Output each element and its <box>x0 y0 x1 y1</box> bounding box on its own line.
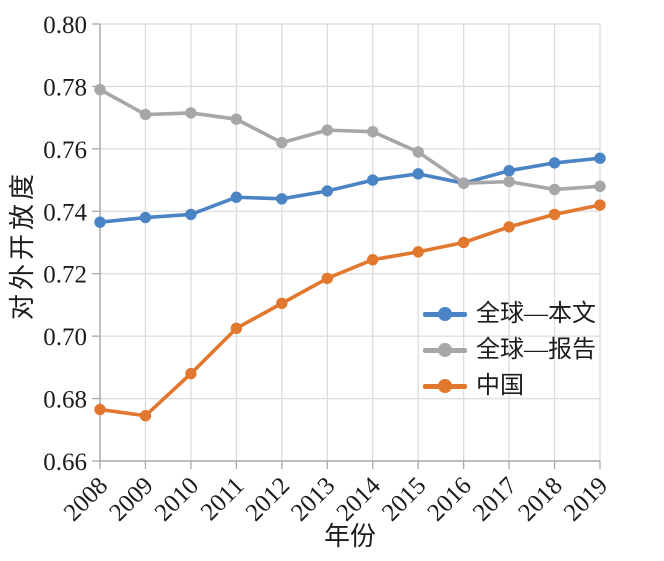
data-point <box>276 193 288 205</box>
data-point <box>321 185 333 197</box>
x-tick-label: 2009 <box>104 472 158 526</box>
data-point <box>548 157 561 169</box>
data-point <box>230 113 243 125</box>
legend-label-global-paper: 全球—本文 <box>476 301 596 327</box>
x-tick-label: 2016 <box>422 472 476 526</box>
x-tick-label: 2019 <box>559 472 613 526</box>
x-tick-label: 2008 <box>59 472 113 526</box>
x-tick-label: 2011 <box>196 472 250 526</box>
data-point <box>412 146 424 158</box>
data-point <box>185 107 197 119</box>
data-point <box>321 124 333 136</box>
data-point <box>367 174 379 186</box>
y-tick-label: 0.78 <box>43 74 87 101</box>
y-tick-label: 0.72 <box>43 262 87 289</box>
data-point <box>139 410 152 422</box>
legend-dot-icon <box>438 307 452 321</box>
series-中国 <box>94 199 606 422</box>
data-point <box>94 403 106 416</box>
y-tick-label: 0.80 <box>43 12 87 39</box>
x-tick-label: 2012 <box>241 472 295 526</box>
legend-item-china: 中国 <box>423 368 596 404</box>
data-point <box>185 208 197 221</box>
data-point <box>412 246 424 258</box>
y-axis-title: 对外开放度 <box>8 170 37 320</box>
x-tick-label: 2013 <box>286 472 340 526</box>
data-point <box>94 83 106 96</box>
data-point <box>367 125 379 138</box>
legend-item-global-report: 全球—报告 <box>423 332 596 368</box>
legend: 全球—本文 全球—报告 中国 <box>423 296 596 404</box>
data-point <box>548 183 561 196</box>
data-point <box>321 272 333 285</box>
series-全球—报告 <box>94 83 606 196</box>
data-point <box>230 322 243 335</box>
data-point <box>276 136 288 149</box>
data-point <box>276 297 288 310</box>
legend-dot-icon <box>438 379 452 393</box>
y-tick-label: 0.70 <box>43 324 87 351</box>
data-point <box>139 108 152 121</box>
data-point <box>139 211 152 224</box>
x-tick-label: 2018 <box>513 472 567 526</box>
series-全球—本文 <box>94 152 606 228</box>
data-point <box>367 253 379 266</box>
data-point <box>412 168 424 180</box>
legend-label-china: 中国 <box>476 373 524 399</box>
data-point <box>230 191 243 203</box>
data-point <box>503 165 515 177</box>
data-point <box>594 199 606 211</box>
data-point <box>594 180 606 193</box>
legend-label-global-report: 全球—报告 <box>476 337 596 363</box>
data-point <box>503 175 515 188</box>
y-tick-label: 0.74 <box>43 199 87 226</box>
x-tick-label: 2014 <box>332 472 387 527</box>
x-tick-label: 2015 <box>377 472 431 526</box>
y-tick-label: 0.66 <box>43 449 87 476</box>
grid-layer <box>99 23 601 462</box>
data-point <box>503 221 515 233</box>
legend-marker-global-paper <box>423 307 467 321</box>
x-axis-title: 年份 <box>324 522 376 551</box>
axis-layer <box>92 23 601 469</box>
legend-item-global-paper: 全球—本文 <box>423 296 596 332</box>
x-tick-label: 2017 <box>468 472 522 526</box>
series-line <box>98 203 602 418</box>
x-tick-label: 2010 <box>150 472 204 526</box>
series-layer <box>94 83 606 422</box>
data-point <box>185 367 197 380</box>
series-line <box>98 87 602 192</box>
data-point <box>94 216 106 228</box>
y-tick-label: 0.68 <box>43 387 87 414</box>
legend-marker-global-report <box>423 343 467 357</box>
legend-marker-china <box>423 379 467 393</box>
series-line <box>98 156 602 225</box>
tick-label-layer: 0.66 0.68 0.70 0.72 0.74 0.76 0.78 0.80 20082009… <box>43 12 613 527</box>
data-point <box>457 236 470 249</box>
legend-dot-icon <box>438 343 452 357</box>
data-point <box>457 177 470 189</box>
data-point <box>594 152 606 164</box>
data-point <box>548 208 561 221</box>
y-tick-label: 0.76 <box>43 137 87 164</box>
